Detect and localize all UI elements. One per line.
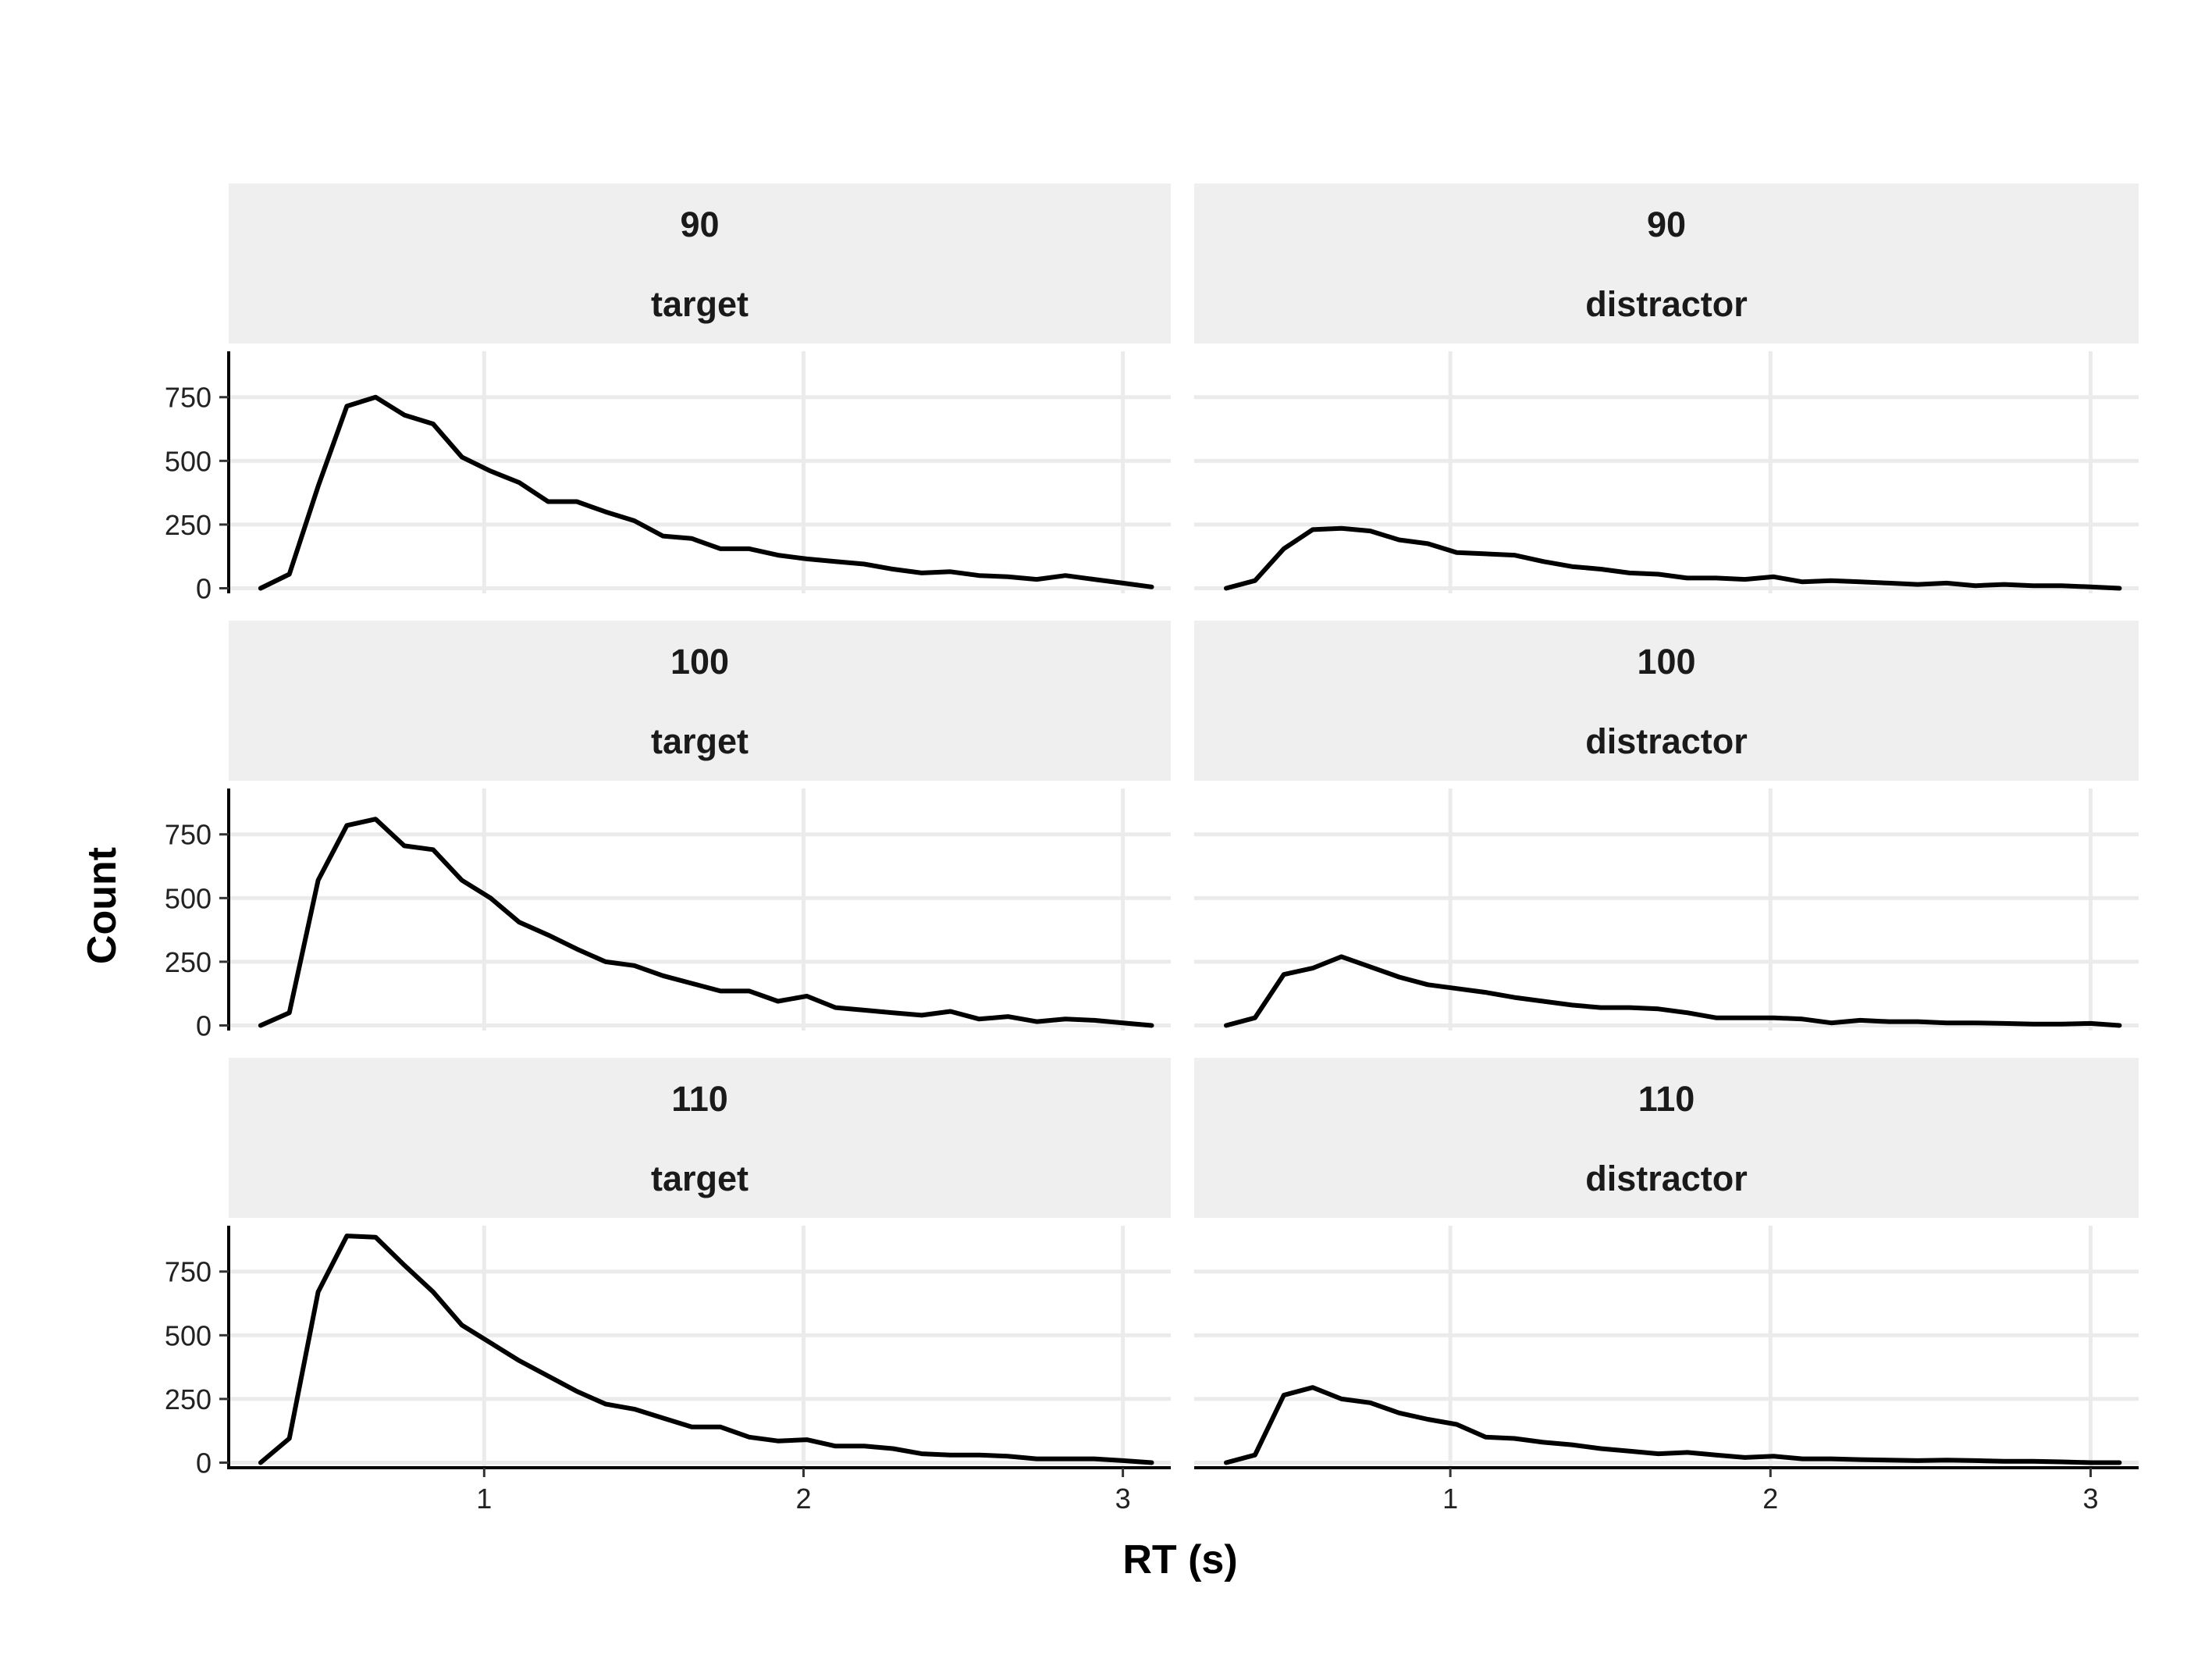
y-tick-label: 500 <box>165 882 212 914</box>
facet-strip <box>229 183 1171 344</box>
x-tick-label: 3 <box>2082 1483 2098 1515</box>
facet-label-col: target <box>651 721 749 761</box>
series-line-100-distractor <box>1224 954 2122 1028</box>
facet-strip <box>1194 621 2139 781</box>
y-tick-label: 0 <box>196 572 212 604</box>
panels-group: 90 target 0 250 500 750 90 distractor 100 target 0… <box>165 183 2139 1479</box>
x-axis-group: 1 2 3 1 2 3 <box>229 1466 2139 1515</box>
y-tick-label: 500 <box>165 1319 212 1351</box>
series-line-110-distractor <box>1224 1385 2122 1465</box>
y-tick-label: 0 <box>196 1447 212 1479</box>
facet-label-row: 100 <box>670 642 729 682</box>
facet-label-row: 110 <box>1638 1079 1695 1119</box>
y-tick-label: 250 <box>165 509 212 541</box>
facet-label-row: 90 <box>1647 205 1686 244</box>
facet-label-row: 100 <box>1637 642 1695 682</box>
y-tick-label: 250 <box>165 946 212 978</box>
panel-110-distractor: 110 distractor <box>1194 1058 2139 1468</box>
facet-label-col: distractor <box>1585 1159 1748 1198</box>
y-tick-label: 750 <box>165 819 212 851</box>
series-line-90-distractor <box>1224 525 2122 591</box>
x-tick-label: 1 <box>476 1483 492 1515</box>
y-tick-label: 0 <box>196 1009 212 1041</box>
series-line-110-target <box>258 1234 1154 1465</box>
panel-110-target: 110 target 0 250 500 750 <box>165 1058 1171 1479</box>
y-tick-label: 750 <box>165 1256 212 1288</box>
panel-90-distractor: 90 distractor <box>1194 183 2139 593</box>
panel-90-target: 90 target 0 250 500 750 <box>165 183 1171 604</box>
facet-strip <box>1194 1058 2139 1218</box>
panel-100-distractor: 100 distractor <box>1194 621 2139 1031</box>
y-tick-label: 250 <box>165 1383 212 1415</box>
y-axis-title: Count <box>80 847 125 964</box>
y-tick-label: 750 <box>165 382 212 414</box>
y-tick-label: 500 <box>165 445 212 477</box>
facet-label-row: 90 <box>680 205 719 244</box>
x-tick-label: 2 <box>795 1483 811 1515</box>
x-tick-label: 2 <box>1762 1483 1778 1515</box>
panel-100-target: 100 target 0 250 500 750 <box>165 621 1171 1041</box>
facet-label-row: 110 <box>671 1079 728 1119</box>
series-line-100-target <box>258 817 1154 1028</box>
facet-strip <box>229 1058 1171 1218</box>
facet-label-col: distractor <box>1585 284 1748 324</box>
x-tick-label: 1 <box>1442 1483 1458 1515</box>
x-axis-title: RT (s) <box>1122 1537 1237 1582</box>
facet-strip <box>1194 183 2139 344</box>
facet-label-col: target <box>651 284 749 324</box>
facet-label-col: target <box>651 1159 749 1198</box>
x-tick-label: 3 <box>1115 1483 1131 1515</box>
facet-label-col: distractor <box>1585 721 1748 761</box>
facet-strip <box>229 621 1171 781</box>
series-line-90-target <box>258 394 1154 591</box>
